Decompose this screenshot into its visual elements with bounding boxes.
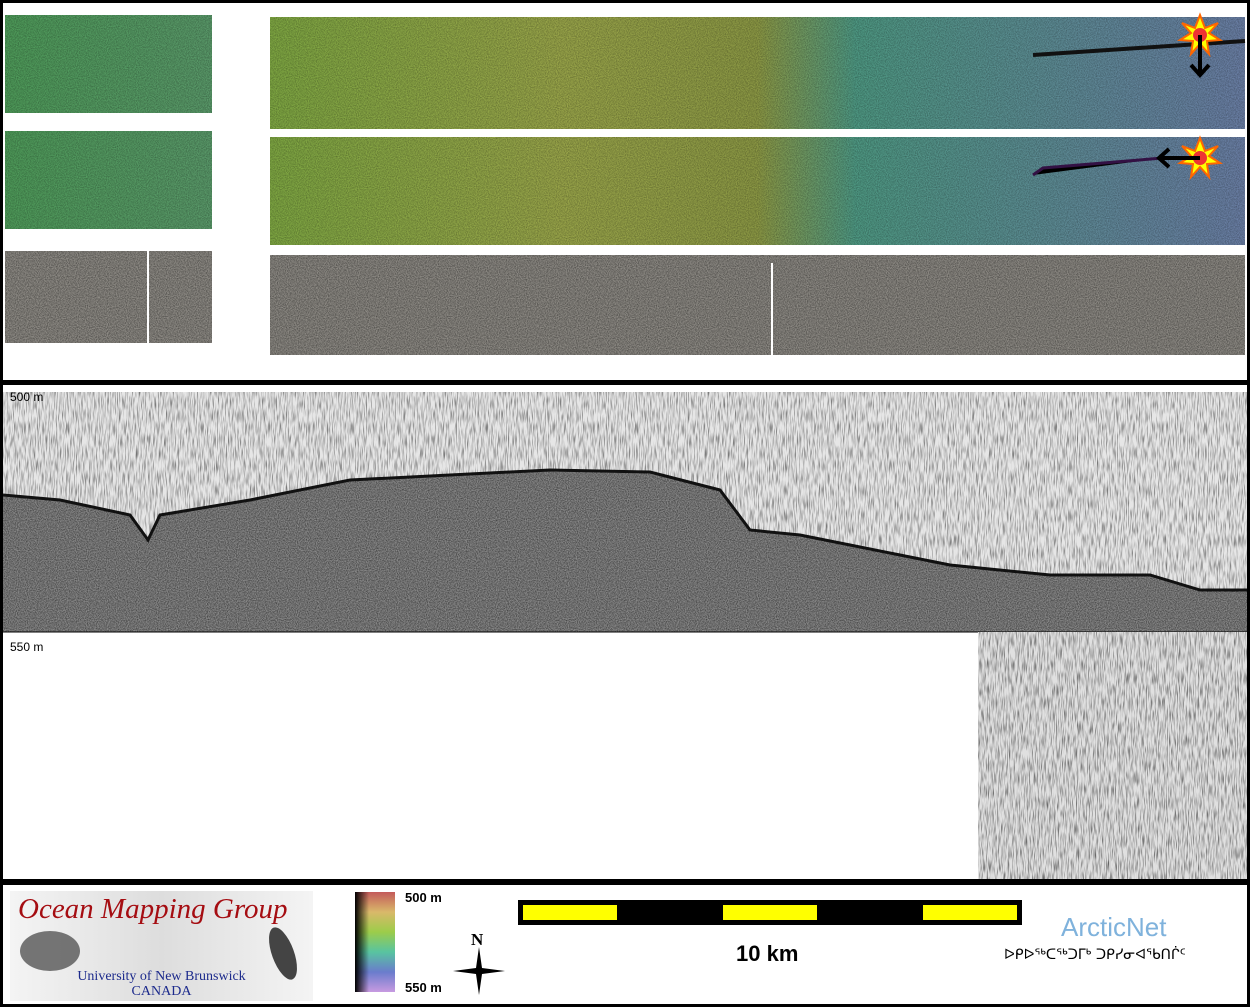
subbottom-profile-panel: 500 m 550 m	[2, 385, 1247, 879]
logo-subtitle: University of New Brunswick	[77, 969, 246, 984]
north-arrow-icon	[453, 947, 505, 995]
logo-country: CANADA	[131, 984, 192, 999]
swath-row-3-backscatter	[5, 251, 1245, 355]
colorbar-bottom-label: 550 m	[405, 980, 442, 995]
arrow-left-icon	[1156, 147, 1200, 169]
north-label: N	[471, 930, 484, 949]
legend-panel: Ocean Mapping Group University of New Br…	[3, 885, 1247, 1004]
depth-label-bottom: 550 m	[10, 640, 44, 654]
logo-title: Ocean Mapping Group	[18, 893, 288, 925]
depth-label-top: 500 m	[10, 390, 44, 404]
scale-bar	[518, 900, 1022, 925]
seafloor-reflector	[2, 468, 1247, 592]
ocean-mapping-group-logo: Ocean Mapping Group University of New Br…	[10, 891, 313, 1001]
profile-image	[2, 392, 1247, 879]
swath-row-1	[5, 15, 1246, 129]
swath-mosaic	[5, 12, 1246, 355]
arcticnet-name: ArcticNet	[1061, 912, 1167, 942]
swath-row-2	[5, 131, 1245, 245]
colorbar-top-label: 500 m	[405, 890, 442, 905]
scale-label: 10 km	[736, 941, 799, 966]
depth-colorbar	[355, 892, 395, 992]
arrow-down-icon	[1189, 35, 1211, 78]
bathymetry-map-panel	[3, 3, 1247, 380]
arcticnet-syllabics: ᐅᑭᐅᖅᑕᖅᑐᒥᒃ ᑐᑭᓯᓂᐊᖃᑎᒌᑦ	[1004, 947, 1186, 963]
